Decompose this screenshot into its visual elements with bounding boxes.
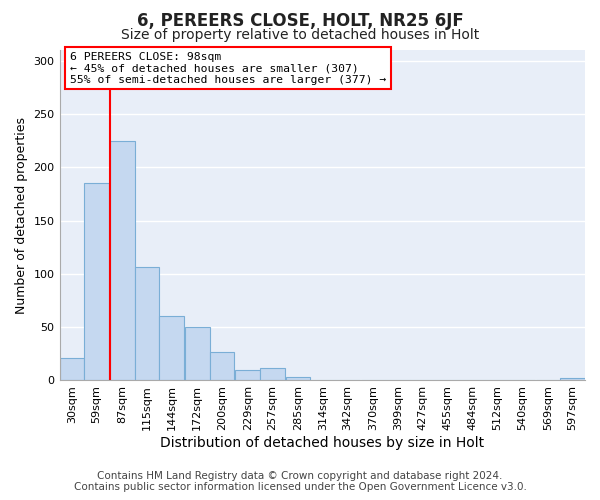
Bar	[185, 327, 209, 380]
Bar	[560, 378, 585, 380]
Bar	[160, 316, 184, 380]
Bar	[260, 368, 285, 380]
Bar	[286, 378, 310, 380]
Bar	[134, 268, 160, 380]
Bar	[235, 370, 260, 380]
X-axis label: Distribution of detached houses by size in Holt: Distribution of detached houses by size …	[160, 436, 484, 450]
Text: 6 PEREERS CLOSE: 98sqm
← 45% of detached houses are smaller (307)
55% of semi-de: 6 PEREERS CLOSE: 98sqm ← 45% of detached…	[70, 52, 386, 85]
Bar	[59, 358, 84, 380]
Bar	[110, 140, 134, 380]
Y-axis label: Number of detached properties: Number of detached properties	[15, 116, 28, 314]
Bar	[209, 352, 235, 380]
Text: Contains HM Land Registry data © Crown copyright and database right 2024.
Contai: Contains HM Land Registry data © Crown c…	[74, 471, 526, 492]
Text: Size of property relative to detached houses in Holt: Size of property relative to detached ho…	[121, 28, 479, 42]
Bar	[84, 183, 109, 380]
Text: 6, PEREERS CLOSE, HOLT, NR25 6JF: 6, PEREERS CLOSE, HOLT, NR25 6JF	[137, 12, 463, 30]
